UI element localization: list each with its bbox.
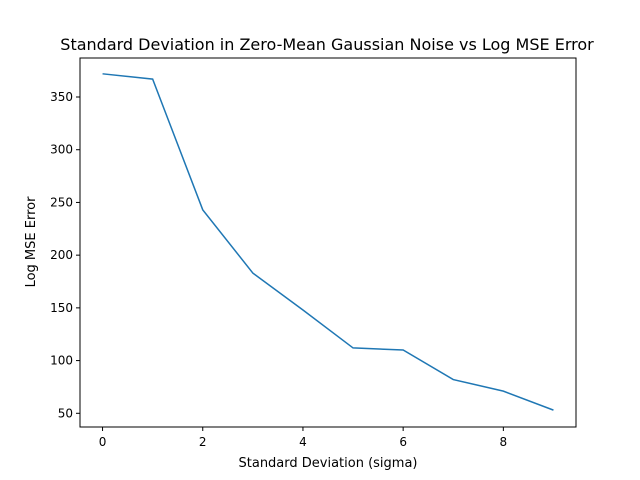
x-axis: 0 2 4 6 8 — [99, 427, 507, 449]
series-line-0 — [102, 73, 554, 411]
x-tick-label: 6 — [399, 435, 407, 449]
y-tick-label: 100 — [50, 354, 73, 368]
x-axis-label: Standard Deviation (sigma) — [239, 456, 418, 471]
x-tick-label: 2 — [199, 435, 207, 449]
plot-area — [102, 73, 554, 411]
y-tick-label: 300 — [50, 143, 73, 157]
y-tick-label: 50 — [58, 406, 73, 420]
y-tick-label: 350 — [50, 90, 73, 104]
x-tick-label: 8 — [500, 435, 508, 449]
chart-title: Standard Deviation in Zero-Mean Gaussian… — [60, 35, 594, 54]
y-axis-label: Log MSE Error — [24, 196, 39, 288]
plot-frame — [79, 57, 577, 428]
y-axis: 50 100 150 200 250 300 350 — [50, 90, 80, 420]
y-tick-label: 250 — [50, 195, 73, 209]
y-tick-label: 200 — [50, 248, 73, 262]
x-tick-label: 0 — [99, 435, 107, 449]
x-tick-label: 4 — [299, 435, 307, 449]
y-tick-label: 150 — [50, 301, 73, 315]
